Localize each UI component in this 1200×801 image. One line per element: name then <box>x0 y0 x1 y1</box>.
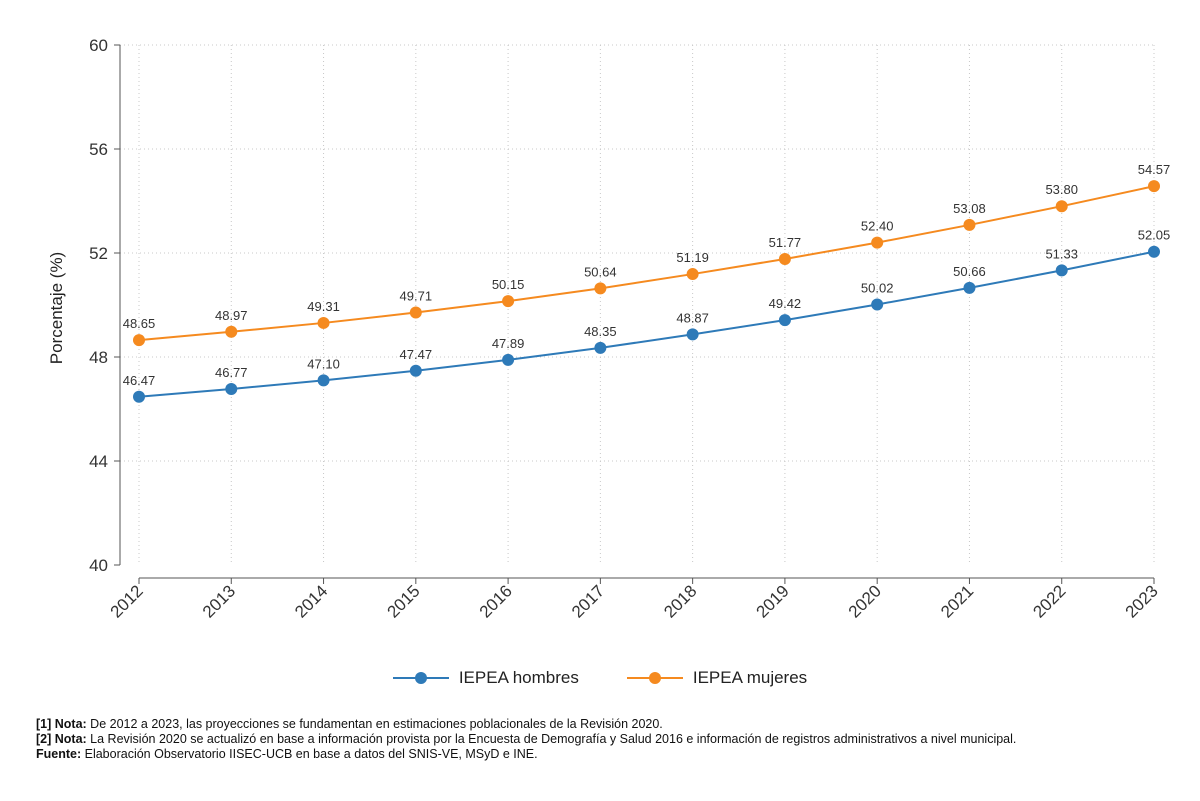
axes: 40 44 48 52 56 60 2012 2013 2014 2015 2016 2017 2018… <box>89 36 1162 622</box>
point-iepea-mujeres-2019 <box>778 252 791 265</box>
series-group: 46.47 46.77 47.10 47.47 47.89 48.35 48.87 49.42… <box>123 162 1171 403</box>
point-iepea-hombres-2013 <box>225 382 238 395</box>
x-tick-label-2015: 2015 <box>383 581 423 621</box>
point-iepea-hombres-2016 <box>502 353 515 366</box>
point-iepea-mujeres-2023 <box>1148 180 1160 193</box>
point-iepea-hombres-2017 <box>594 341 607 354</box>
point-iepea-mujeres-2022 <box>1055 200 1068 213</box>
point-iepea-mujeres-2018 <box>686 268 699 281</box>
data-label-iepea-hombres-2018: 48.87 <box>676 310 709 325</box>
data-label-iepea-hombres-2021: 50.66 <box>953 264 986 279</box>
point-iepea-hombres-2023 <box>1148 245 1160 258</box>
y-tick-label-48: 48 <box>89 348 108 367</box>
data-label-iepea-hombres-2022: 51.33 <box>1045 246 1078 261</box>
data-label-iepea-hombres-2023: 52.05 <box>1138 228 1171 243</box>
data-label-iepea-mujeres-2018: 51.19 <box>676 250 709 265</box>
y-tick-label-44: 44 <box>89 452 108 471</box>
data-label-iepea-mujeres-2022: 53.80 <box>1045 182 1078 197</box>
y-tick-label-60: 60 <box>89 36 108 55</box>
data-label-iepea-hombres-2019: 49.42 <box>769 296 802 311</box>
data-label-iepea-hombres-2016: 47.89 <box>492 336 525 351</box>
data-label-iepea-mujeres-2023: 54.57 <box>1138 162 1171 177</box>
line-chart: 40 44 48 52 56 60 2012 2013 2014 2015 2016 2017 2018… <box>47 36 1171 622</box>
x-tick-label-2021: 2021 <box>937 581 977 621</box>
x-tick-label-2020: 2020 <box>845 581 885 621</box>
y-tick-label-40: 40 <box>89 556 108 575</box>
data-label-iepea-mujeres-2013: 48.97 <box>215 308 248 323</box>
legend-swatch-mujeres <box>626 672 683 684</box>
data-label-iepea-hombres-2020: 50.02 <box>861 280 894 295</box>
point-iepea-mujeres-2020 <box>871 236 884 249</box>
x-tick-label-2016: 2016 <box>476 581 516 621</box>
note-source: Fuente: Elaboración Observatorio IISEC-U… <box>36 747 538 761</box>
x-tick-label-2023: 2023 <box>1122 581 1162 621</box>
point-iepea-hombres-2015 <box>409 364 422 377</box>
data-label-iepea-mujeres-2020: 52.40 <box>861 219 894 234</box>
point-iepea-mujeres-2016 <box>502 295 515 308</box>
point-iepea-mujeres-2012 <box>133 334 145 347</box>
point-iepea-mujeres-2013 <box>225 325 238 338</box>
data-label-iepea-mujeres-2021: 53.08 <box>953 201 986 216</box>
legend-label-mujeres: IEPEA mujeres <box>692 668 808 687</box>
legend-swatch-hombres <box>392 672 449 684</box>
x-tick-label-2017: 2017 <box>568 581 608 621</box>
x-tick-label-2019: 2019 <box>753 581 793 621</box>
point-iepea-mujeres-2017 <box>594 282 607 295</box>
legend-label-hombres: IEPEA hombres <box>458 668 579 687</box>
data-label-iepea-hombres-2014: 47.10 <box>307 356 340 371</box>
x-tick-label-2012: 2012 <box>107 581 147 621</box>
grid-lines <box>120 44 1155 565</box>
data-label-iepea-mujeres-2017: 50.64 <box>584 264 617 279</box>
point-iepea-hombres-2019 <box>778 314 791 327</box>
point-iepea-mujeres-2014 <box>317 316 330 329</box>
note-2: [2] Nota: La Revisión 2020 se actualizó … <box>36 732 1017 746</box>
point-iepea-hombres-2021 <box>963 281 976 294</box>
data-label-iepea-mujeres-2019: 51.77 <box>769 235 802 250</box>
point-iepea-hombres-2014 <box>317 374 330 387</box>
legend: IEPEA hombres IEPEA mujeres <box>0 668 1200 688</box>
data-label-iepea-mujeres-2014: 49.31 <box>307 299 340 314</box>
point-iepea-hombres-2018 <box>686 328 699 341</box>
data-label-iepea-hombres-2017: 48.35 <box>584 324 617 339</box>
legend-item-mujeres: IEPEA mujeres <box>626 668 808 688</box>
y-tick-label-52: 52 <box>89 244 108 263</box>
data-label-iepea-mujeres-2012: 48.65 <box>123 316 156 331</box>
series-line-iepea-hombres <box>138 250 1155 398</box>
series-line-iepea-mujeres <box>138 185 1155 342</box>
point-iepea-mujeres-2021 <box>963 218 976 231</box>
footnotes: [1] Nota: De 2012 a 2023, las proyeccion… <box>36 717 1016 762</box>
data-label-iepea-hombres-2013: 46.77 <box>215 365 248 380</box>
data-label-iepea-mujeres-2015: 49.71 <box>400 289 433 304</box>
y-axis-label: Porcentaje (%) <box>47 252 66 364</box>
x-tick-label-2018: 2018 <box>660 581 700 621</box>
x-tick-label-2022: 2022 <box>1029 581 1069 621</box>
data-label-iepea-hombres-2012: 46.47 <box>123 373 156 388</box>
data-label-iepea-mujeres-2016: 50.15 <box>492 277 525 292</box>
data-label-iepea-hombres-2015: 47.47 <box>400 347 433 362</box>
x-tick-label-2014: 2014 <box>291 581 331 621</box>
point-iepea-hombres-2020 <box>871 298 884 311</box>
legend-item-hombres: IEPEA hombres <box>392 668 579 688</box>
x-tick-label-2013: 2013 <box>199 581 239 621</box>
point-iepea-hombres-2012 <box>133 390 145 403</box>
y-tick-label-56: 56 <box>89 140 108 159</box>
note-1: [1] Nota: De 2012 a 2023, las proyeccion… <box>36 717 663 731</box>
point-iepea-hombres-2022 <box>1055 264 1068 277</box>
point-iepea-mujeres-2015 <box>409 306 422 319</box>
